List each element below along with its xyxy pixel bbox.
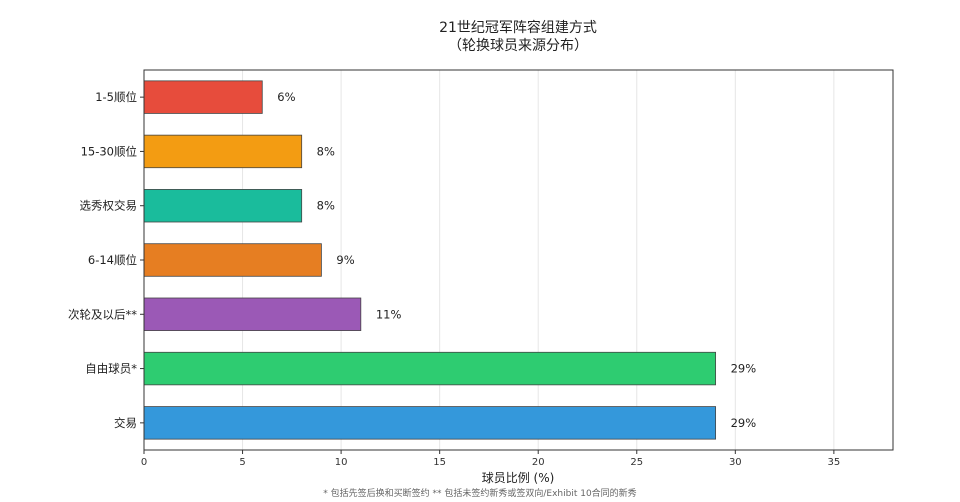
- x-tick-label: 20: [532, 457, 545, 468]
- bar: [143, 243, 322, 277]
- category-label: 次轮及以后**: [68, 307, 137, 321]
- x-tick-label: 35: [828, 457, 841, 468]
- x-tick-label: 0: [141, 457, 147, 468]
- x-tick-label: 10: [335, 457, 348, 468]
- x-tick-label: 15: [433, 457, 446, 468]
- bar: [143, 189, 303, 223]
- value-labels: 6% 8% 8% 9% 11% 29% 29%: [277, 90, 756, 430]
- bar: [143, 134, 303, 169]
- bar-chart: 21世纪冠军阵容组建方式 （轮换球员来源分布） 0 5 10 15 20 25 30 35 1…: [68, 19, 894, 485]
- chart-title-line2: （轮换球员来源分布）: [448, 37, 588, 54]
- bar: [143, 406, 717, 440]
- x-tick-label: 25: [630, 457, 643, 468]
- category-label: 1-5顺位: [95, 90, 137, 104]
- bars: [143, 80, 717, 440]
- x-axis-ticks: 0 5 10 15 20 25 30 35: [141, 450, 840, 468]
- category-label: 交易: [114, 416, 137, 430]
- value-label: 29%: [731, 362, 757, 376]
- bar: [143, 297, 362, 331]
- category-label: 自由球员*: [85, 362, 137, 376]
- footnote: * 包括先签后换和买断签约 ** 包括未签约新秀或签双向/Exhibit 10合…: [323, 489, 637, 499]
- gridlines: [242, 70, 835, 450]
- value-label: 11%: [376, 307, 402, 321]
- value-label: 8%: [317, 199, 335, 213]
- value-label: 6%: [277, 90, 295, 104]
- value-label: 8%: [317, 144, 335, 158]
- category-label: 15-30顺位: [81, 144, 137, 158]
- category-label: 6-14顺位: [88, 253, 137, 267]
- x-tick-label: 5: [239, 457, 245, 468]
- bar: [143, 80, 263, 114]
- chart-title-line1: 21世纪冠军阵容组建方式: [439, 19, 597, 36]
- bar: [143, 351, 717, 386]
- category-label: 选秀权交易: [80, 199, 138, 213]
- value-label: 9%: [336, 253, 354, 267]
- x-axis-title: 球员比例 (%): [482, 471, 555, 485]
- x-tick-label: 30: [729, 457, 742, 468]
- value-label: 29%: [731, 416, 757, 430]
